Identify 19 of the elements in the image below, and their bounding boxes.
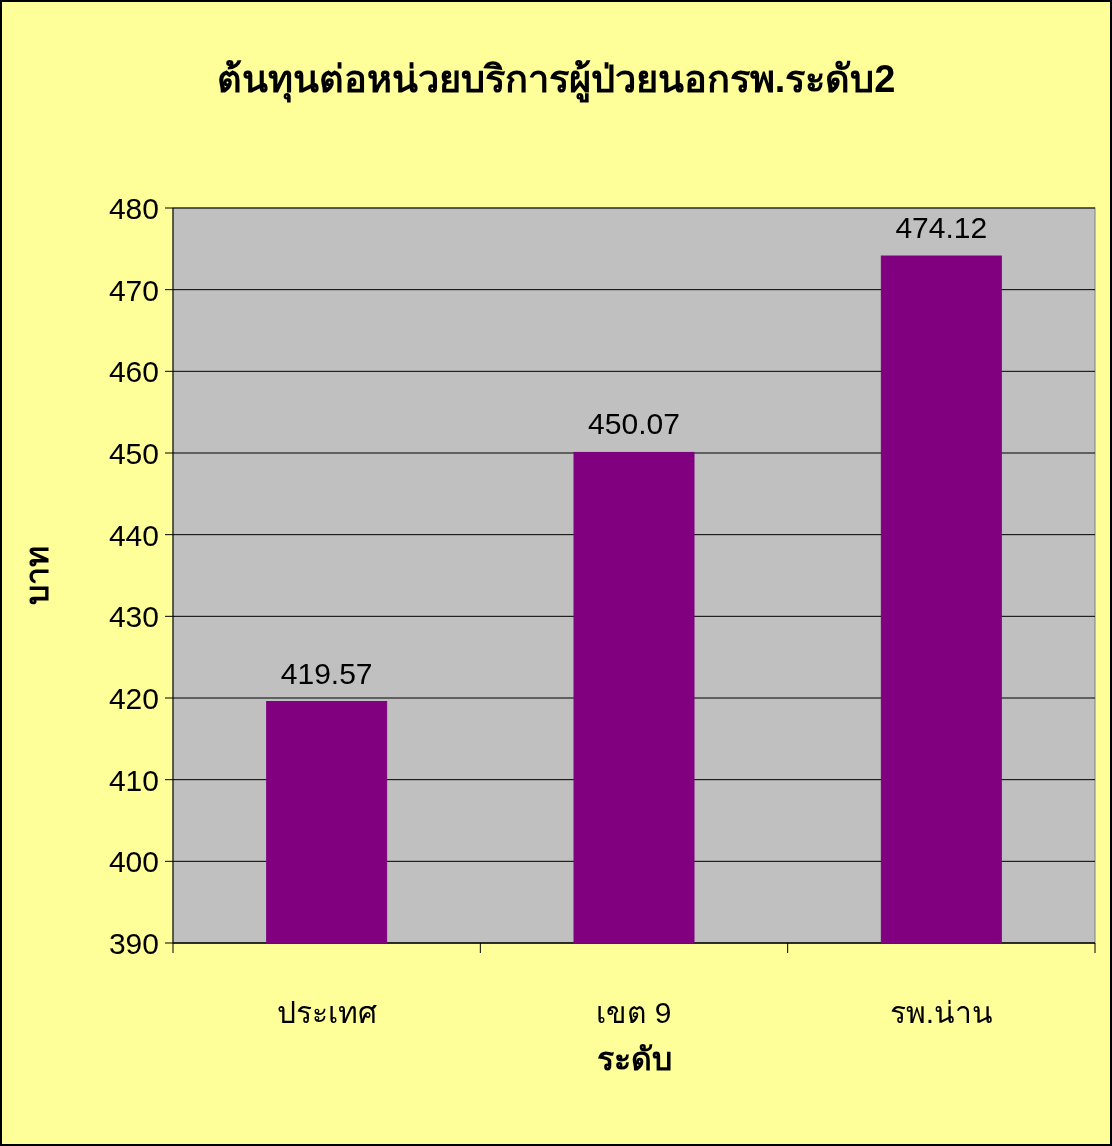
y-tick-label: 390: [108, 927, 159, 960]
x-tick-label: รพ.น่าน: [889, 996, 994, 1029]
y-tick-label: 440: [108, 518, 159, 552]
data-label: 450.07: [588, 407, 680, 441]
x-tick-label: เขต 9: [596, 996, 672, 1029]
data-label: 474.12: [895, 211, 988, 245]
y-tick-label: 400: [108, 845, 159, 879]
y-tick-label: 430: [108, 600, 159, 634]
chart-title: ต้นทุนต่อหน่วยบริการผู้ป่วยนอกรพ.ระดับ2: [216, 58, 896, 103]
x-tick-label: ประเทศ: [276, 996, 377, 1029]
y-tick-label: 470: [108, 273, 159, 307]
y-tick-label: 420: [108, 682, 159, 715]
x-axis-title: ระดับ: [596, 1041, 672, 1077]
y-tick-label: 410: [108, 763, 159, 797]
y-tick-label: 480: [108, 192, 159, 225]
y-axis-title: บาท: [19, 546, 55, 605]
y-tick-label: 460: [108, 355, 159, 389]
y-tick-label: 450: [108, 437, 159, 470]
data-label: 419.57: [280, 656, 373, 690]
